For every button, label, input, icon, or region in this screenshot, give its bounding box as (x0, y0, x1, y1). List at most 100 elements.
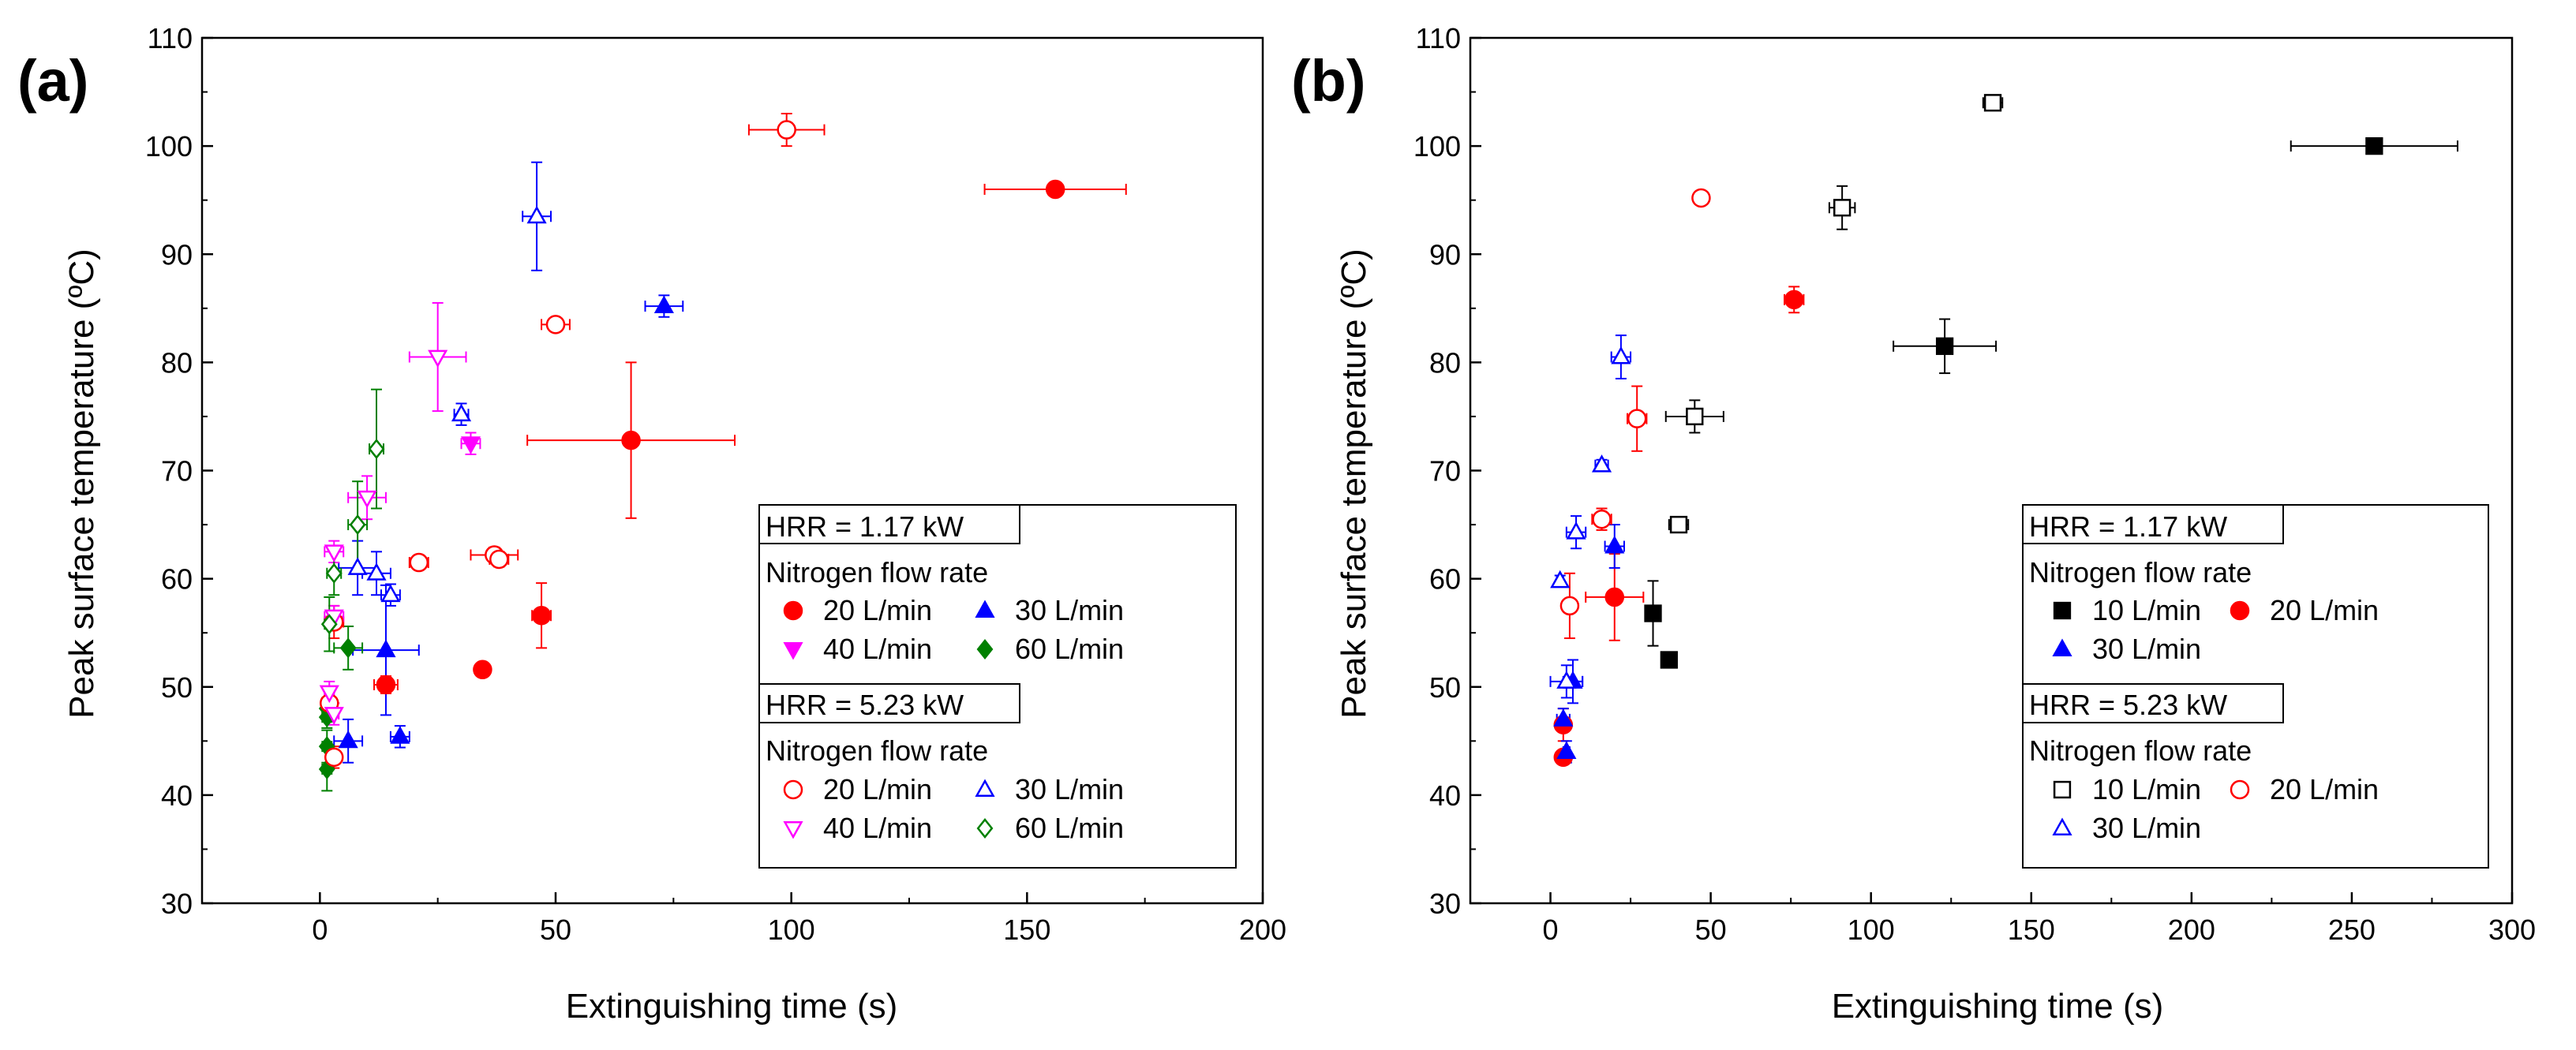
panel-a-legend-label-3: 60 L/min (1015, 633, 1124, 665)
panel-a-series-0-point (473, 660, 492, 680)
panel-a-series-1-point (653, 295, 674, 314)
panel-a-series-0-point (1045, 179, 1065, 200)
panel-a-legend-label-1: 30 L/min (1015, 594, 1124, 626)
panel-a-legend-group2-title: HRR = 5.23 kW (766, 689, 964, 721)
panel-b-series-4-point (1592, 509, 1612, 529)
panel-b-series-4-point (1559, 596, 1580, 616)
panel-a-series-0-point (531, 605, 552, 626)
panel-b-legend-label-4: 20 L/min (2270, 773, 2379, 805)
panel-b-legend-label-0: 10 L/min (2092, 594, 2201, 626)
panel-b-legend-group2-title-box (2022, 683, 2284, 723)
panel-b-legend-marker-2 (2052, 638, 2072, 656)
panel-a-legend-marker-5 (975, 779, 995, 797)
panel-a-series-6-point (357, 490, 377, 509)
panel-a-x-tick-label: 50 (540, 914, 571, 946)
panel-a-legend-group2-title-box (758, 683, 1020, 723)
panel-a-y-tick-label: 110 (148, 22, 193, 54)
panel-a-series-1-point (390, 726, 410, 744)
panel-b-y-tick-label: 70 (1429, 455, 1461, 488)
panel-a-series-1-point (376, 639, 396, 658)
panel-b-series-0-point (2365, 136, 2383, 155)
panel-a-legend-group2-subtitle: Nitrogen flow rate (766, 734, 988, 767)
panel-b-y-tick-label: 40 (1429, 779, 1461, 812)
panel-b-series-2-point (1553, 708, 1574, 727)
panel-a-legend-marker-3 (976, 638, 994, 660)
panel-b-y-tick-label: 60 (1429, 563, 1461, 596)
panel-a-y-tick-label: 40 (161, 779, 193, 812)
panel-a-series-7-point (349, 514, 366, 536)
panel-b-series-5-point (1591, 454, 1612, 473)
panel-b-series-5-point (1556, 671, 1577, 689)
panel-a-legend-marker-6 (783, 821, 803, 839)
panel-b-legend-group1-title-box (2022, 504, 2284, 544)
panel-a-series-3-point (339, 637, 357, 659)
panel-a-series-4-point (324, 747, 344, 768)
panel-b-series-3-point (1686, 407, 1704, 426)
panel-a-legend-entries: 20 L/min 30 L/min 40 L/min 60 L/min 20 L/min… (783, 594, 1124, 844)
panel-b-series-1-point (1604, 587, 1625, 607)
panel-b-legend-group1-title: HRR = 1.17 kW (2029, 510, 2227, 543)
panel-b-series-4-point (1691, 188, 1711, 208)
panel-b-series-1-point (1784, 290, 1804, 310)
panel-a-y-tick-label: 50 (161, 671, 193, 704)
panel-b-y-tick-label: 80 (1429, 346, 1461, 379)
panel-b-legend-group2-title: HRR = 5.23 kW (2029, 689, 2227, 721)
panel-a-series-7-point (325, 562, 343, 584)
panel-a-y-tick-label: 70 (161, 455, 193, 488)
panel-b-legend-marker-5 (2052, 817, 2072, 835)
panel-a-x-tick-label: 200 (1239, 914, 1286, 946)
panel-a-series-7-point (320, 614, 338, 635)
panel-b-series-3-point (1669, 515, 1688, 534)
panel-b-y-tick-label: 100 (1413, 130, 1461, 163)
panel-b-x-tick-label: 200 (2168, 914, 2215, 946)
panel-b-series-2-point (1604, 535, 1625, 554)
panel-a-legend-box (758, 504, 1237, 869)
panel-b-x-tick-label: 0 (1543, 914, 1559, 946)
panel-a-series-5-point (451, 403, 472, 422)
panel-b-x-axis-label: Extinguishing time (s) (1832, 987, 2164, 1026)
panel-a-series-2-point (460, 436, 481, 454)
panel-a-y-tick-label: 100 (145, 130, 193, 163)
panel-a-series-0-point (376, 674, 396, 695)
panel-a-y-tick-label: 80 (161, 346, 193, 379)
panel-b-series-3-point (1983, 94, 2002, 112)
panel-a-series-5-point (380, 584, 401, 603)
panel-b-markers (1550, 94, 2383, 768)
panel-b-y-tick-label: 30 (1429, 887, 1461, 920)
panel-a-legend: HRR = 1.17 kW Nitrogen flow rate HRR = 5… (758, 504, 1237, 869)
panel-a-x-axis-label: Extinguishing time (s) (566, 987, 898, 1026)
panel-a-series-5-point (526, 205, 547, 224)
panel-b-x-tick-label: 250 (2328, 914, 2376, 946)
panel-a-series-4-point (545, 315, 566, 334)
panel-b-label: (b) (1291, 48, 1366, 114)
panel-b-ticks: 0 50 100 150 200 250 300 30 40 50 60 70 80 90 100 110 (1413, 22, 2536, 946)
panel-a-y-tick-label: 90 (161, 238, 193, 271)
panel-a-series-6-point (324, 544, 344, 562)
panel-b-legend: HRR = 1.17 kW Nitrogen flow rate HRR = 5… (2022, 504, 2489, 869)
panel-b-chart: (b) Peak surface temperature (ºC) Exting… (1291, 22, 2536, 1026)
panel-a-legend-label-7: 60 L/min (1015, 812, 1124, 844)
panel-b-series-3-point (1833, 199, 1852, 217)
panel-b-legend-label-2: 30 L/min (2092, 633, 2201, 665)
panel-a-series-5-point (366, 562, 387, 581)
panel-a-label: (a) (17, 48, 88, 114)
panel-b-x-tick-label: 300 (2488, 914, 2536, 946)
panel-a-legend-label-5: 30 L/min (1015, 773, 1124, 805)
panel-b-series-0-point (1935, 337, 1954, 355)
panel-a-series-6-point (324, 707, 344, 725)
panel-b-series-0-point (1660, 651, 1678, 669)
panel-b-x-tick-label: 50 (1695, 914, 1727, 946)
panel-b-legend-entries: 10 L/min 20 L/min 30 L/min 10 L/min 20 L/min… (2052, 594, 2379, 844)
panel-b-series-5-point (1550, 570, 1571, 589)
panel-a-series-7-point (368, 439, 385, 460)
panel-b-frame (1469, 36, 2514, 905)
panel-b-y-tick-label: 50 (1429, 671, 1461, 704)
panel-b-y-tick-label: 90 (1429, 238, 1461, 271)
panel-b-y-axis-label: Peak surface temperature (ºC) (1335, 248, 1373, 719)
panel-a-legend-label-6: 40 L/min (823, 812, 932, 844)
panel-a-frame (200, 36, 1264, 905)
panel-b-series-5-point (1611, 346, 1631, 364)
panel-b-legend-group2-subtitle: Nitrogen flow rate (2029, 734, 2252, 767)
panel-b-legend-marker-0 (2053, 601, 2072, 620)
